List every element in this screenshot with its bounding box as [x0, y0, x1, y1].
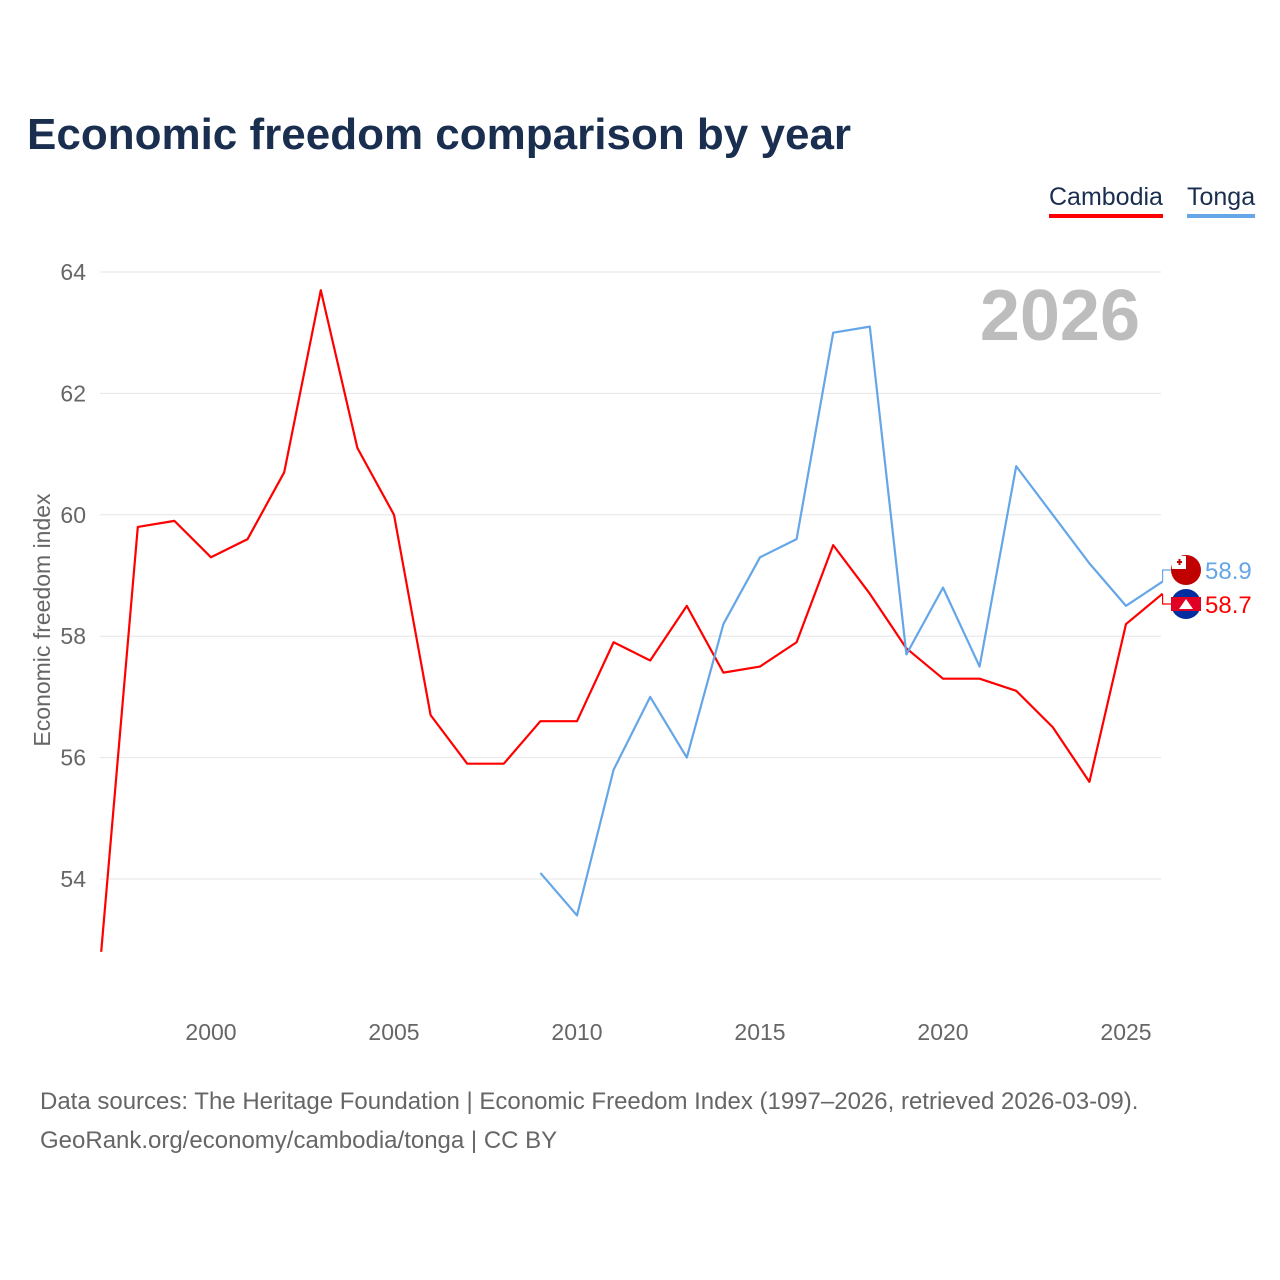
- x-tick-label: 2005: [368, 1019, 419, 1045]
- legend-cambodia[interactable]: Cambodia: [1049, 183, 1163, 218]
- series-line-cambodia: [100, 289, 1164, 952]
- label-connector: [1161, 569, 1172, 582]
- x-tick-label: 2000: [185, 1019, 236, 1045]
- x-tick-label: 2010: [551, 1019, 602, 1045]
- source-url[interactable]: GeoRank.org/economy/cambodia/tonga | CC …: [40, 1127, 558, 1154]
- y-axis-label: Economic freedom index: [29, 493, 55, 747]
- y-tick-label: 60: [60, 502, 86, 528]
- y-tick-label: 64: [60, 259, 86, 285]
- source-text: Data sources: The Heritage Foundation | …: [40, 1088, 1139, 1115]
- end-value-label: 58.7: [1205, 592, 1252, 619]
- x-tick-label: 2015: [734, 1019, 785, 1045]
- year-watermark: 2026: [980, 276, 1140, 356]
- chart-title: Economic freedom comparison by year: [27, 110, 852, 159]
- line-chart: 54 56 58 60 62 64 2000 2005 2010 2015 2020 2025 Econ…: [29, 259, 1252, 1045]
- series-line-tonga: [539, 325, 1164, 917]
- y-tick-label: 62: [60, 380, 86, 406]
- tonga-flag-cross-v: [1178, 559, 1181, 565]
- y-tick-label: 56: [60, 745, 86, 771]
- label-connector: [1161, 593, 1172, 605]
- end-value-label: 58.9: [1205, 558, 1252, 585]
- x-tick-label: 2025: [1100, 1019, 1151, 1045]
- legend-tonga[interactable]: Tonga: [1187, 183, 1256, 218]
- y-tick-label: 58: [60, 623, 86, 649]
- y-tick-label: 54: [60, 866, 86, 892]
- x-tick-label: 2020: [917, 1019, 968, 1045]
- cambodia-flag-temple: [1179, 599, 1193, 609]
